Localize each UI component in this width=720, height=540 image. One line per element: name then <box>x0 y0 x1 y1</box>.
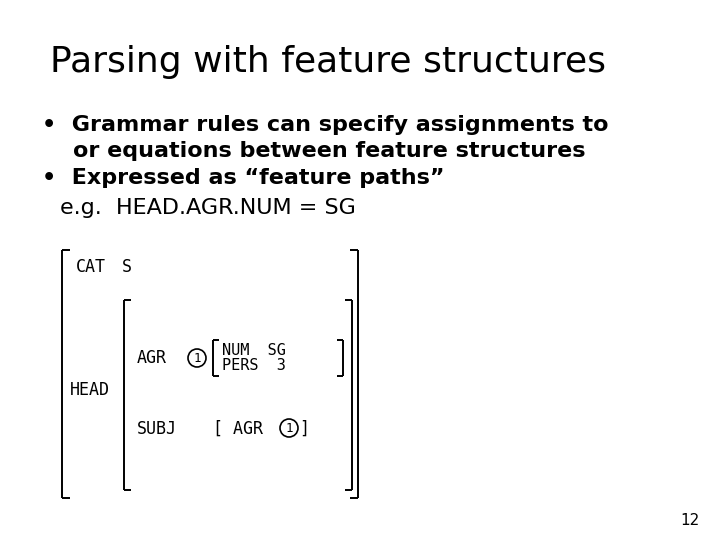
Text: 1: 1 <box>193 352 201 365</box>
Text: ]: ] <box>299 420 309 438</box>
Text: CAT: CAT <box>76 258 106 276</box>
Text: S: S <box>122 258 132 276</box>
Text: •  Grammar rules can specify assignments to: • Grammar rules can specify assignments … <box>42 115 608 135</box>
Text: SUBJ: SUBJ <box>137 420 177 438</box>
Text: Parsing with feature structures: Parsing with feature structures <box>50 45 606 79</box>
Text: e.g.  HEAD.AGR.NUM = SG: e.g. HEAD.AGR.NUM = SG <box>60 198 356 218</box>
Text: 12: 12 <box>680 513 700 528</box>
Text: NUM  SG: NUM SG <box>222 343 286 358</box>
Text: or equations between feature structures: or equations between feature structures <box>42 141 585 161</box>
Text: HEAD: HEAD <box>70 381 110 399</box>
Text: [ AGR: [ AGR <box>213 420 263 438</box>
Text: 1: 1 <box>285 422 293 435</box>
Text: PERS  3: PERS 3 <box>222 358 286 373</box>
Text: AGR: AGR <box>137 349 167 367</box>
Text: •  Expressed as “feature paths”: • Expressed as “feature paths” <box>42 168 444 188</box>
